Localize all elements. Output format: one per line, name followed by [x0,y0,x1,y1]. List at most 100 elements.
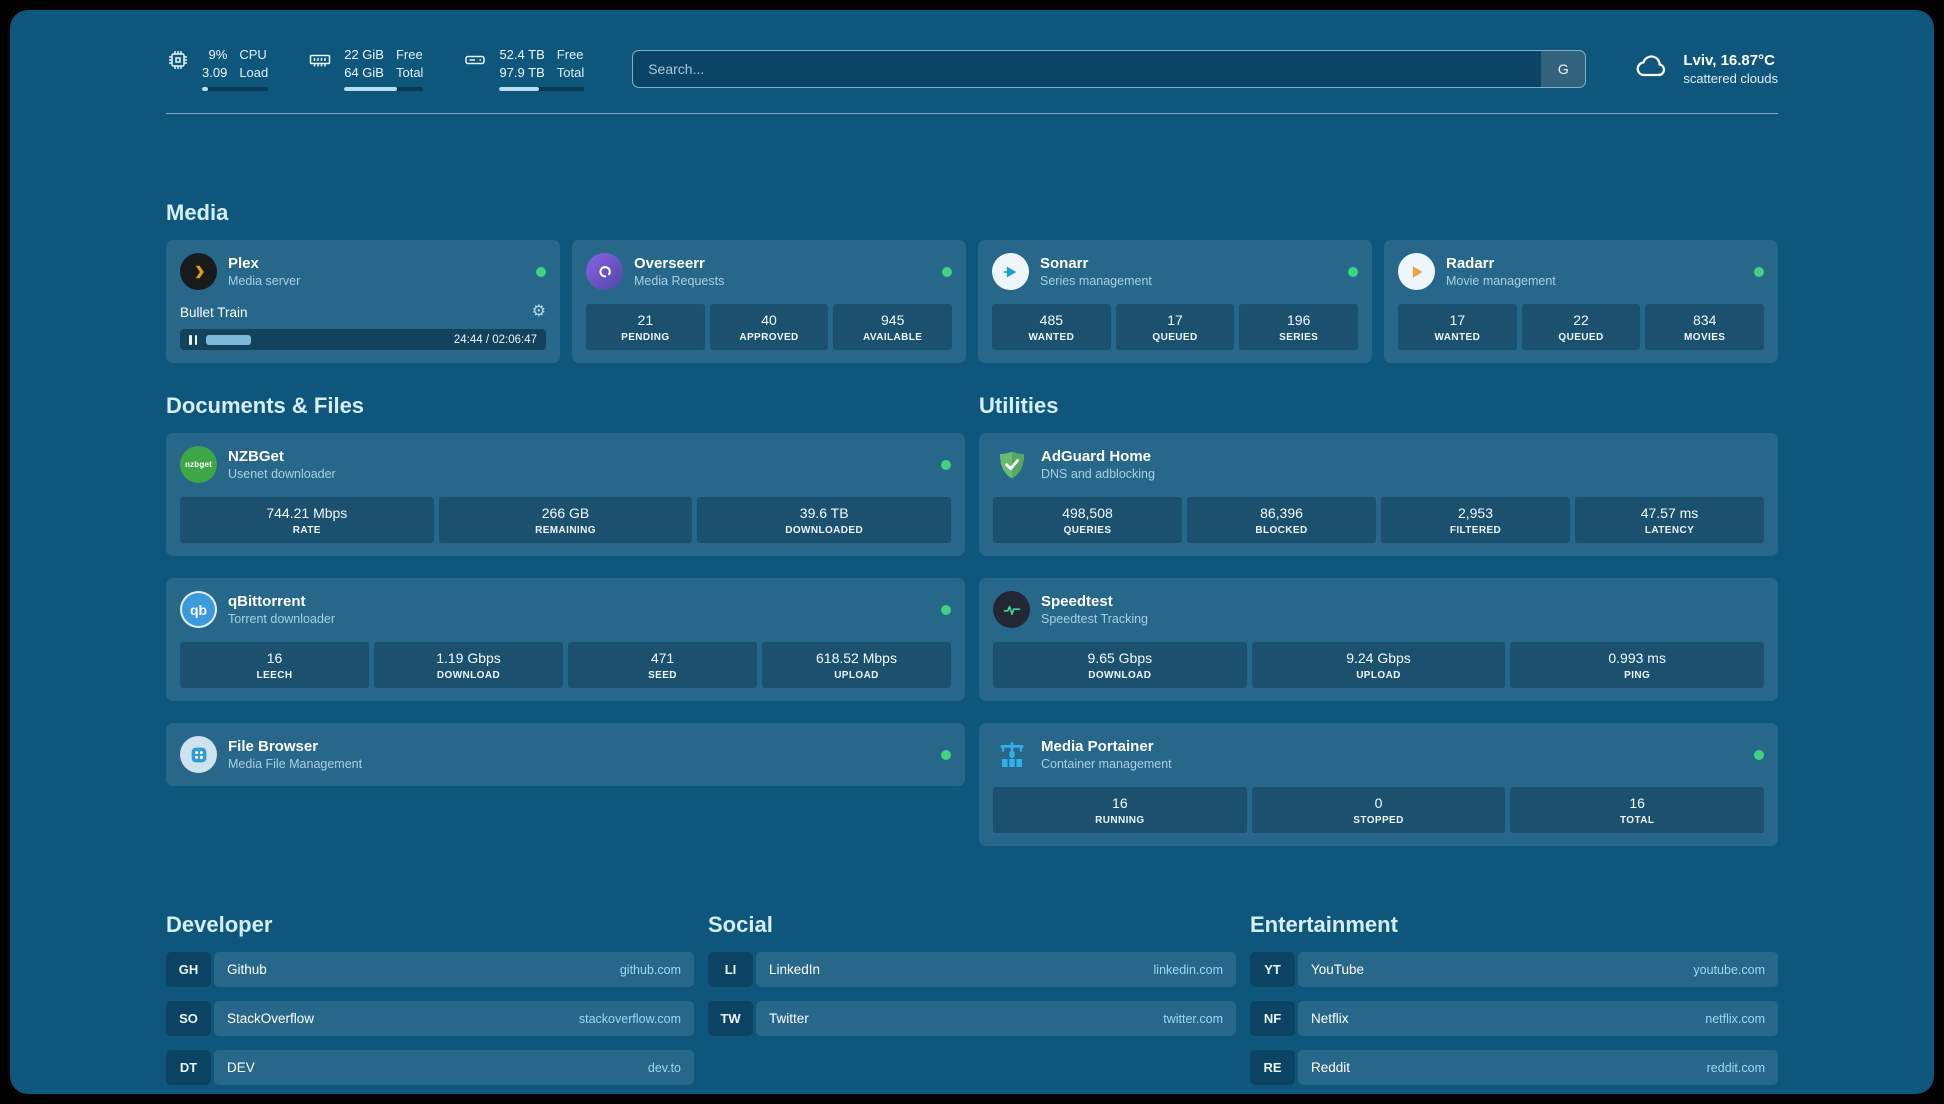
section-title-media: Media [166,200,229,226]
bookmark-name: Twitter [769,1011,809,1027]
service-description: Media File Management [228,757,363,772]
service-card-nzbget[interactable]: nzbget NZBGet Usenet downloader 744.21 M… [166,433,965,557]
service-name: Overseerr [634,255,705,273]
search-input[interactable] [632,49,1587,88]
nzbget-icon: nzbget [180,446,217,484]
section-title-developer: Developer [166,912,273,938]
media-grid: Plex Media server Bullet Train ⚙ 24:44 /… [166,240,1778,364]
bookmark-stackoverflow[interactable]: SO StackOverflow stackoverflow.com [166,1001,694,1037]
bookmark-linkedin[interactable]: LI LinkedIn linkedin.com [708,952,1236,988]
service-name: Radarr [1446,255,1495,273]
dashboard: 9% 3.09 CPU Load [10,10,1934,1094]
stat-pending: 21 PENDING [586,304,705,351]
memory-free-label: Free [395,47,423,62]
service-card-plex[interactable]: Plex Media server Bullet Train ⚙ 24:44 /… [166,240,560,364]
bookmark-name: StackOverflow [227,1011,315,1027]
bookmark-dev[interactable]: DT DEV dev.to [166,1050,694,1086]
search-bar: G [632,49,1587,88]
cpu-stat-widget: 9% 3.09 CPU Load [166,46,269,92]
service-card-adguard[interactable]: AdGuard Home DNS and adblocking 498,508 … [979,433,1778,557]
bookmark-group-developer: Developer GH Github github.com SO StackO… [166,912,694,1094]
service-name: Media Portainer [1041,738,1154,756]
service-description: Usenet downloader [228,467,336,482]
bookmark-name: Github [227,962,267,978]
bookmark-twitter[interactable]: TW Twitter twitter.com [708,1001,1236,1037]
cpu-progress-bar [202,87,269,92]
disk-icon [463,48,487,77]
service-card-sonarr[interactable]: Sonarr Series management 485 WANTED 17 Q… [978,240,1372,364]
top-bar: 9% 3.09 CPU Load [166,46,1778,92]
now-playing-title: Bullet Train [180,304,248,320]
search-engine-button[interactable]: G [1541,50,1586,87]
service-card-radarr[interactable]: Radarr Movie management 17 WANTED 22 QUE… [1384,240,1778,364]
status-dot [1348,266,1358,277]
bookmark-netflix[interactable]: NF Netflix netflix.com [1250,1001,1778,1037]
cpu-usage-value: 9% [208,47,228,62]
bookmark-abbr: SO [166,1001,211,1037]
service-card-speedtest[interactable]: Speedtest Speedtest Tracking 9.65 Gbps D… [979,578,1778,702]
stat-rate: 744.21 Mbps RATE [180,497,434,544]
stat-upload: 9.24 Gbps UPLOAD [1251,642,1506,689]
status-dot [941,459,951,470]
bookmark-github[interactable]: GH Github github.com [166,952,694,988]
stat-filtered: 2,953 FILTERED [1381,497,1570,544]
stat-seed: 471 SEED [568,642,757,689]
memory-free-value: 22 GiB [344,47,384,62]
system-stats: 9% 3.09 CPU Load [166,46,585,92]
service-name: AdGuard Home [1041,448,1152,466]
adguard-icon [993,446,1030,483]
service-name: Plex [228,255,259,273]
disk-total-label: Total [556,64,585,80]
settings-gear-icon[interactable]: ⚙ [531,303,546,321]
bookmark-abbr: YT [1250,952,1295,988]
stat-stopped: 0 STOPPED [1251,787,1506,834]
memory-total-label: Total [395,64,424,80]
plex-icon [180,253,217,291]
service-card-overseerr[interactable]: Overseerr Media Requests 21 PENDING 40 A… [572,240,966,364]
pause-button[interactable] [189,334,197,345]
cloud-icon [1634,48,1670,89]
radarr-icon [1398,253,1435,291]
bookmark-abbr: GH [166,952,211,988]
cpu-load-value: 3.09 [202,64,228,80]
stat-total: 16 TOTAL [1510,787,1765,834]
service-description: Torrent downloader [228,612,336,627]
bookmark-url: netflix.com [1705,1011,1765,1026]
disk-progress-bar [499,87,585,92]
bookmark-abbr: TW [708,1001,753,1037]
status-dot [941,604,951,615]
utilities-column: Utilities AdGuard Home DNS and adblockin… [979,393,1778,847]
stat-movies: 834 MOVIES [1645,304,1765,351]
bookmark-url: reddit.com [1706,1060,1765,1075]
service-card-qbittorrent[interactable]: qb qBittorrent Torrent downloader 16 LEE… [166,578,965,702]
media-player: 24:44 / 02:06:47 [180,329,546,351]
filebrowser-icon [180,736,217,774]
bookmark-name: YouTube [1311,962,1365,978]
bookmark-name: DEV [227,1060,255,1076]
cpu-load-label: Load [239,64,269,80]
weather-widget: Lviv, 16.87°C scattered clouds [1634,48,1778,89]
service-name: qBittorrent [228,593,306,611]
memory-icon [308,48,332,77]
qbittorrent-icon: qb [180,591,217,629]
sonarr-icon [992,253,1029,291]
overseerr-icon [586,253,623,291]
bookmark-youtube[interactable]: YT YouTube youtube.com [1250,952,1778,988]
bookmark-name: Netflix [1311,1011,1349,1027]
documents-column: Documents & Files nzbget NZBGet Usenet d… [166,393,965,787]
bookmark-name: Reddit [1311,1060,1351,1076]
service-card-portainer[interactable]: Media Portainer Container management 16 … [979,723,1778,847]
stat-remaining: 266 GB REMAINING [438,497,693,544]
bookmark-url: stackoverflow.com [578,1011,681,1026]
memory-progress-bar [344,87,424,92]
bookmark-abbr: RE [1250,1050,1295,1086]
status-dot [942,266,952,277]
playback-time: 24:44 / 02:06:47 [453,333,537,346]
section-title-utilities: Utilities [979,393,1059,419]
service-description: DNS and adblocking [1041,467,1155,482]
service-name: File Browser [228,738,319,756]
playback-progress-bar[interactable] [206,334,445,345]
service-card-filebrowser[interactable]: File Browser Media File Management [166,723,965,787]
bookmark-reddit[interactable]: RE Reddit reddit.com [1250,1050,1778,1086]
stat-upload: 618.52 Mbps UPLOAD [762,642,951,689]
